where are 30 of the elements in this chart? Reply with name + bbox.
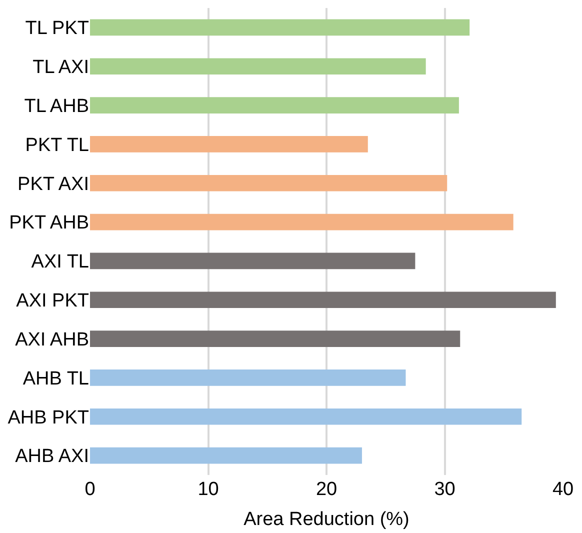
y-tick-label: AHB PKT [8,407,90,428]
x-tick-label: 10 [198,479,219,500]
y-tick-label: AXI PKT [16,290,90,312]
y-tick-label: PKT TL [25,134,89,156]
bar [90,214,514,230]
y-tick-label: TL AHB [24,96,89,117]
y-tick-label: TL PKT [25,18,90,40]
bar [90,58,426,75]
bar [90,330,460,347]
y-tick-label: TL AXI [32,57,89,78]
y-tick-label: PKT AHB [9,212,89,234]
bar [90,408,522,425]
bar [90,292,556,308]
y-tick-label: PKT AXI [18,174,89,195]
x-tick-label: 20 [316,479,338,500]
y-tick-label: AXI TL [31,252,89,273]
y-tick-label: AHB TL [22,368,89,390]
bar [90,370,406,386]
bar [90,447,362,464]
x-tick-label: 0 [84,479,96,500]
x-tick-label: 30 [434,479,456,500]
bar [90,97,459,114]
bar [90,19,470,36]
bar [90,136,368,152]
x-axis-title: Area Reduction (%) [244,508,410,530]
y-tick-label: AXI AHB [15,329,89,350]
y-tick-label: AHB AXI [15,446,89,468]
bar [90,252,416,270]
bar [90,174,448,192]
x-tick-label: 40 [552,479,574,500]
